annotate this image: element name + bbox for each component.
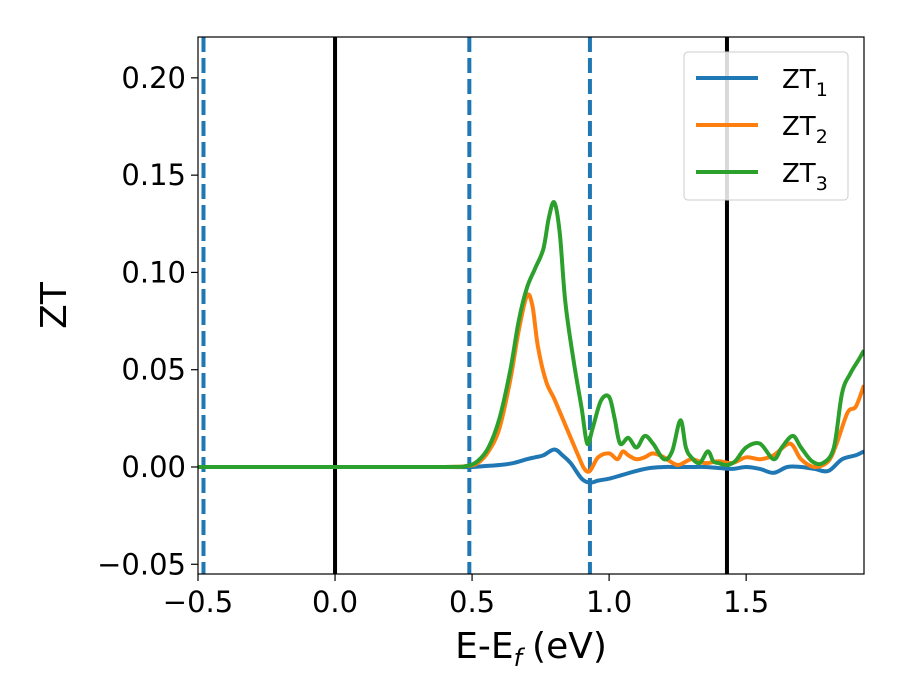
x-tick-label: −0.5 xyxy=(163,585,233,619)
legend-label-3: ZT3 xyxy=(782,159,828,195)
axes xyxy=(197,36,865,575)
y-tick-label: 0.10 xyxy=(121,255,186,289)
x-axis-label: E-Ef (eV) xyxy=(455,626,607,672)
series-lines xyxy=(198,200,864,485)
x-tick-label: 0.5 xyxy=(449,585,495,619)
plot-frame xyxy=(197,36,865,575)
y-tick-label: 0.05 xyxy=(121,353,186,387)
x-axis-label-main: E-E xyxy=(455,626,513,667)
y-axis-label: ZT xyxy=(34,281,75,329)
x-axis-label-subscript: f xyxy=(514,644,526,672)
legend-label-1: ZT1 xyxy=(782,65,828,101)
x-tick-label: 0.0 xyxy=(312,585,358,619)
series-line-3 xyxy=(198,200,864,470)
x-tick-label: 1.0 xyxy=(586,585,632,619)
y-tick-label: 0.15 xyxy=(121,158,186,192)
y-tick-label: 0.20 xyxy=(121,61,186,95)
legend: ZT1 ZT2 ZT3 xyxy=(683,51,849,201)
x-axis-label-unit: (eV) xyxy=(532,626,607,667)
legend-box xyxy=(683,51,849,201)
series-line-2 xyxy=(198,292,864,474)
x-axis-ticks: −0.5 0.0 0.5 1.0 1.5 xyxy=(163,574,769,619)
x-tick-label: 1.5 xyxy=(723,585,769,619)
legend-label-2: ZT2 xyxy=(782,112,828,148)
y-tick-label: 0.00 xyxy=(121,450,186,484)
y-tick-label: −0.05 xyxy=(97,547,186,581)
y-axis-ticks: −0.05 0.00 0.05 0.10 0.15 0.20 xyxy=(97,61,198,581)
series-line-1 xyxy=(198,447,864,485)
reference-lines xyxy=(201,37,729,574)
